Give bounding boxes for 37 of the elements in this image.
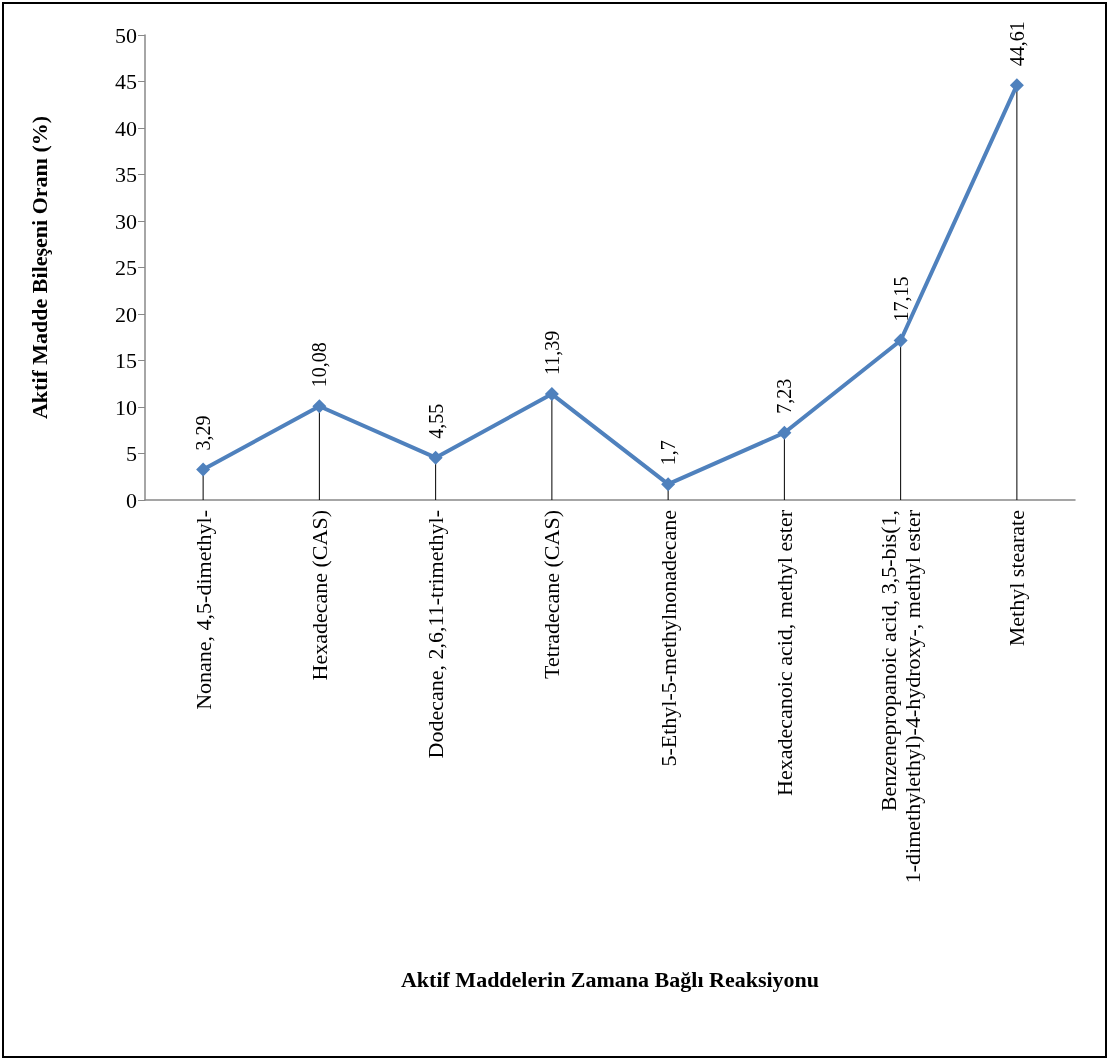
- y-tick-label: 50: [115, 22, 137, 48]
- point: [428, 450, 443, 465]
- point: [661, 477, 676, 492]
- y-tick-label: 30: [115, 208, 137, 234]
- y-tick-label: 0: [126, 487, 137, 513]
- y-tick-label: 15: [115, 348, 137, 373]
- data-label: 7,23: [773, 378, 796, 414]
- y-tick-label: 40: [115, 115, 137, 141]
- x-tick-label: Tetradecane (CAS): [539, 510, 565, 679]
- x-tick-label: Hexadecane (CAS): [306, 510, 332, 681]
- data-label: 4,55: [424, 403, 447, 439]
- x-tick-label: Nonane, 4,5-dimethyl-: [190, 510, 216, 710]
- y-tick-label: 35: [115, 162, 137, 187]
- x-tick-label: 5-Ethyl-5-methylnonadecane: [655, 510, 681, 767]
- point: [893, 333, 908, 348]
- point: [1009, 78, 1024, 93]
- data-label: 17,15: [889, 276, 912, 322]
- y-axis-title: Aktif Madde Bileşeni Oranı (%): [26, 115, 52, 420]
- point: [312, 399, 327, 414]
- x-tick-label: Methyl stearate: [1004, 510, 1030, 647]
- point: [777, 425, 792, 440]
- data-label: 1,7: [657, 440, 680, 466]
- data-label: 44,61: [1005, 21, 1028, 67]
- x-tick-label: Hexadecanoic acid, methyl ester: [771, 509, 797, 796]
- x-axis-title: Aktif Maddelerin Zamana Bağlı Reaksiyonu: [400, 967, 820, 993]
- x-tick-label: Benzenepropanoic acid, 3,5-bis(1,1-dimethylethyl)-4-hydroxy-, methyl ester: [876, 509, 926, 884]
- data-label: 11,39: [540, 330, 563, 376]
- data-label: 3,29: [192, 415, 215, 451]
- y-tick-label: 45: [115, 69, 137, 94]
- point: [544, 387, 559, 402]
- y-tick-label: 20: [115, 301, 137, 327]
- data-label: 10,08: [308, 342, 331, 388]
- x-tick-label: Dodecane, 2,6,11-trimethyl-: [423, 510, 449, 759]
- y-tick-label: 25: [115, 255, 137, 280]
- point: [196, 462, 211, 477]
- y-tick-label: 10: [115, 394, 137, 420]
- y-tick-label: 5: [126, 441, 137, 466]
